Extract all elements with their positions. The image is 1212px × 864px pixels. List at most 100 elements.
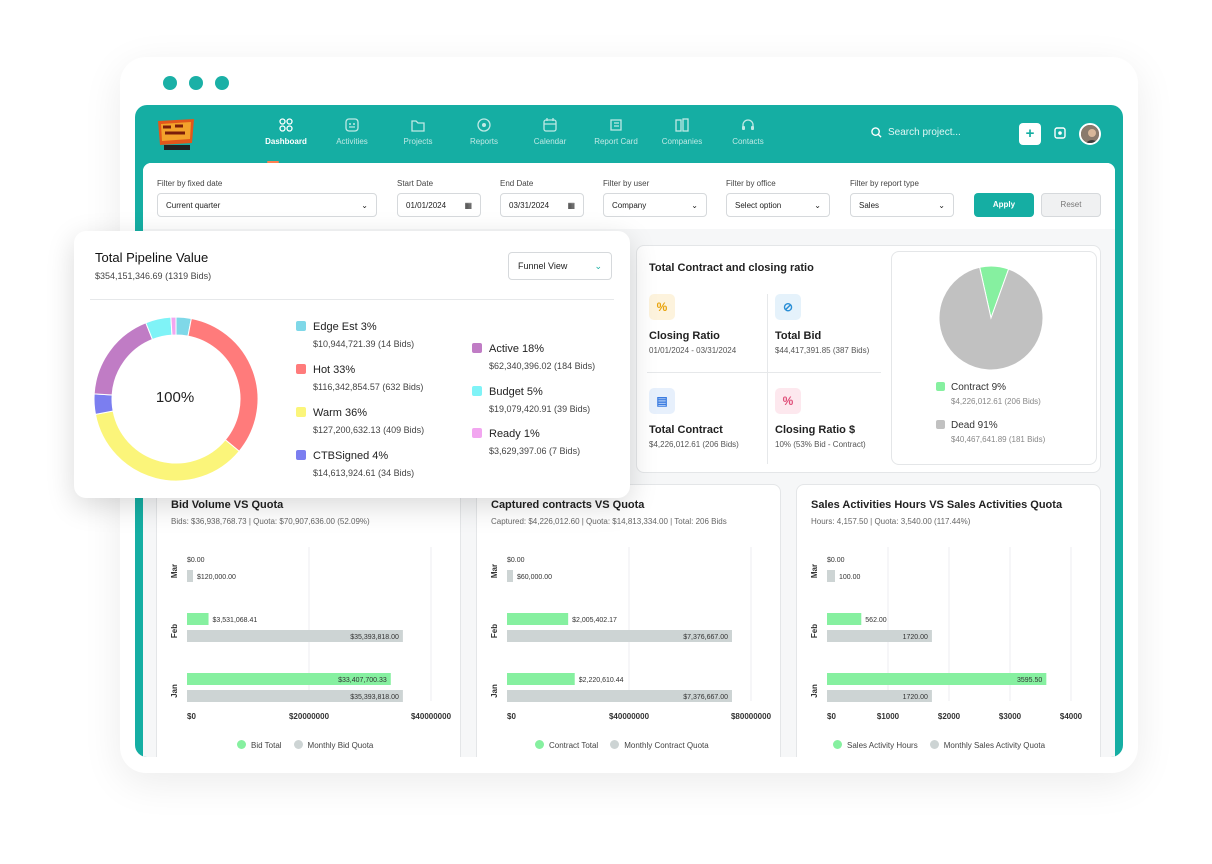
folder-icon — [411, 120, 425, 132]
legend-text: Sales Activity Hours — [847, 741, 918, 750]
chart-legend: Sales Activity Hours Monthly Sales Activi… — [833, 740, 1045, 750]
legend-swatch — [472, 428, 482, 438]
filter-label: Filter by fixed date — [157, 179, 223, 188]
end-date-input[interactable]: 03/31/2024 ▦ — [500, 193, 584, 217]
bar[interactable] — [827, 613, 862, 625]
bar[interactable] — [507, 630, 732, 642]
fixed-date-select[interactable]: Current quarter ⌄ — [157, 193, 377, 217]
metric-icon: % — [649, 294, 675, 320]
nav-label: Projects — [403, 137, 433, 146]
legend-swatch — [237, 740, 246, 749]
search-bar[interactable]: Search project... — [871, 127, 961, 138]
bid-volume-bar-chart: $0 $20000000 $40000000 Mar $0.00 $120,000.00 F… — [170, 547, 452, 721]
calendar-icon: ▦ — [567, 200, 575, 210]
contract-pie-panel: Contract 9% $4,226,012.61 (206 Bids) Dead … — [891, 251, 1097, 465]
legend-item[interactable]: Monthly Bid Quota — [293, 740, 373, 750]
add-button[interactable]: + — [1019, 123, 1041, 145]
nav-companies[interactable]: Companies — [649, 117, 715, 146]
y-category-label: Mar — [490, 564, 499, 578]
x-tick-label: $1000 — [877, 712, 900, 721]
bar[interactable] — [187, 570, 193, 582]
legend-text: Active 18% — [489, 343, 545, 355]
search-input[interactable]: Search project... — [888, 127, 961, 138]
chevron-down-icon: ⌄ — [594, 260, 602, 271]
bar[interactable] — [827, 570, 835, 582]
notification-icon[interactable] — [1053, 126, 1067, 145]
legend-text: Contract 9% — [951, 382, 1007, 393]
legend-item[interactable]: Monthly Sales Activity Quota — [929, 740, 1045, 750]
nav-activities[interactable]: Activities — [319, 117, 385, 146]
filter-label: End Date — [500, 179, 534, 188]
nav-projects[interactable]: Projects — [385, 117, 451, 146]
metric-value: 01/01/2024 - 03/31/2024 — [649, 346, 737, 355]
bar[interactable] — [827, 673, 1047, 685]
nav-dashboard[interactable]: Dashboard — [253, 117, 319, 146]
legend-swatch — [936, 420, 945, 429]
y-category-label: Feb — [490, 624, 499, 638]
office-select[interactable]: Select option ⌄ — [726, 193, 830, 217]
x-tick-label: $3000 — [999, 712, 1022, 721]
legend-item[interactable]: Bid Total — [237, 740, 282, 750]
chevron-down-icon: ⌄ — [361, 200, 368, 210]
window-dot[interactable] — [215, 76, 229, 90]
user-select[interactable]: Company ⌄ — [603, 193, 707, 217]
x-tick-label: $20000000 — [289, 712, 330, 721]
start-date-input[interactable]: 01/01/2024 ▦ — [397, 193, 481, 217]
metric-closing-ratio: % Closing Ratio 01/01/2024 - 03/31/2024 — [649, 294, 765, 355]
apply-button[interactable]: Apply — [974, 193, 1034, 217]
nav-report-card[interactable]: Report Card — [583, 117, 649, 146]
report-type-select[interactable]: Sales ⌄ — [850, 193, 954, 217]
nav-label: Report Card — [594, 137, 638, 146]
pie-slice — [938, 266, 1044, 371]
legend-text: Edge Est 3% — [313, 321, 377, 333]
card-subtitle: $354,151,346.69 (1319 Bids) — [95, 271, 212, 281]
legend-value: $10,944,721.39 (14 Bids) — [313, 339, 415, 349]
bar[interactable] — [507, 690, 732, 702]
user-avatar[interactable] — [1079, 123, 1101, 145]
window-dot[interactable] — [163, 76, 177, 90]
view-select[interactable]: Funnel View ⌄ — [508, 252, 612, 280]
metric-closing-ratio-: % Closing Ratio $ 10% (53% Bid - Contract) — [775, 388, 891, 449]
chart-legend: Contract Total Monthly Contract Quota — [535, 740, 709, 750]
bar[interactable] — [827, 690, 932, 702]
office-filter: Filter by office Select option ⌄ — [726, 179, 830, 217]
y-category-label: Feb — [170, 624, 179, 638]
nav-label: Activities — [336, 137, 368, 146]
legend-item[interactable]: Contract Total — [535, 740, 598, 750]
nav-reports[interactable]: Reports — [451, 117, 517, 146]
brand-logo[interactable] — [155, 117, 197, 151]
reset-button[interactable]: Reset — [1041, 193, 1101, 217]
legend-swatch — [296, 407, 306, 417]
legend-text: Warm 36% — [313, 407, 367, 419]
legend-item[interactable]: Monthly Contract Quota — [610, 740, 709, 750]
legend-value: $4,226,012.61 (206 Bids) — [951, 397, 1041, 406]
legend-swatch — [296, 321, 306, 331]
select-value: Select option — [735, 200, 782, 210]
legend-value: $127,200,632.13 (409 Bids) — [313, 425, 425, 435]
x-tick-label: $80000000 — [731, 712, 772, 721]
chart-subtitle: Bids: $36,938,768.73 | Quota: $70,907,63… — [171, 517, 370, 526]
divider — [90, 299, 614, 300]
bar[interactable] — [507, 673, 575, 685]
donut-segment — [93, 393, 114, 415]
bar[interactable] — [827, 630, 932, 642]
metric-icon: % — [775, 388, 801, 414]
bar[interactable] — [187, 690, 403, 702]
bar-value-label: $35,393,818.00 — [350, 634, 399, 641]
legend-text: Bid Total — [251, 741, 282, 750]
bar[interactable] — [507, 613, 569, 625]
bar-value-label: $0.00 — [507, 557, 525, 564]
pipeline-legend-item: Edge Est 3% $10,944,721.39 (14 Bids) — [296, 321, 456, 349]
bar[interactable] — [507, 570, 513, 582]
x-tick-label: $40000000 — [411, 712, 452, 721]
bar[interactable] — [187, 630, 403, 642]
legend-item[interactable]: Sales Activity Hours — [833, 740, 918, 750]
bar-value-label: $0.00 — [187, 557, 205, 564]
nav-calendar[interactable]: Calendar — [517, 117, 583, 146]
nav-contacts[interactable]: Contacts — [715, 117, 781, 146]
select-value: Funnel View — [518, 261, 568, 271]
bar[interactable] — [187, 673, 391, 685]
window-dot[interactable] — [189, 76, 203, 90]
bar[interactable] — [187, 613, 209, 625]
legend-label: Budget 5% — [472, 386, 632, 398]
